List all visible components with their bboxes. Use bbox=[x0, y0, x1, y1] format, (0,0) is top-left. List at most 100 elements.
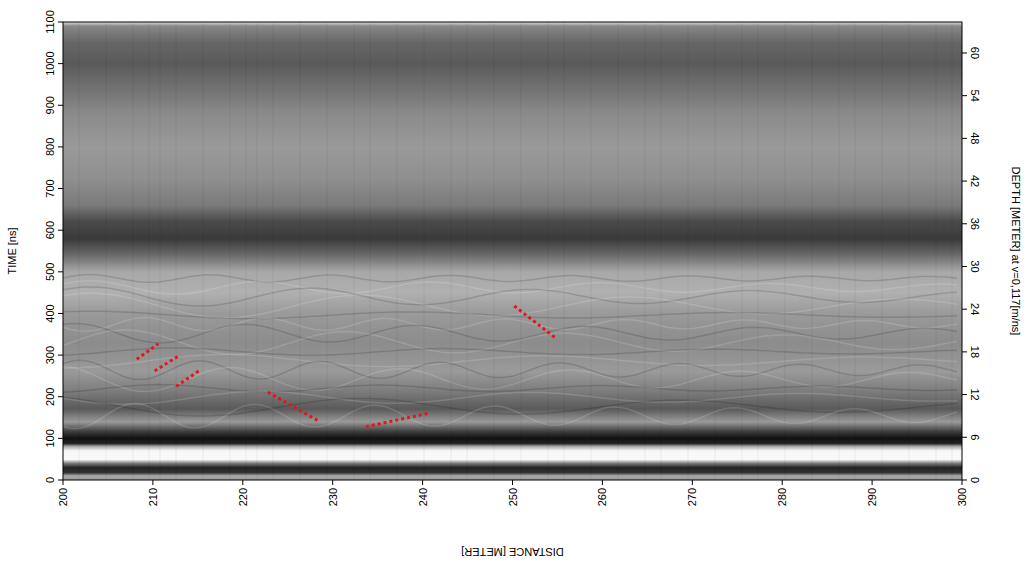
y-tick bbox=[58, 188, 63, 189]
y2-tick bbox=[962, 95, 967, 96]
y-tick-label: 600 bbox=[44, 221, 56, 239]
texture-line bbox=[272, 22, 273, 480]
texture-line bbox=[229, 22, 230, 480]
texture-line bbox=[63, 403, 957, 428]
y2-tick-label: 6 bbox=[969, 434, 981, 440]
reflector-line bbox=[155, 355, 180, 371]
texture-line bbox=[466, 22, 467, 480]
y2-tick bbox=[962, 351, 967, 352]
radargram-image bbox=[63, 22, 962, 480]
x-tick bbox=[152, 480, 153, 485]
y2-tick-label: 54 bbox=[969, 90, 981, 102]
x-tick-label: 240 bbox=[417, 488, 429, 506]
texture-line bbox=[63, 324, 957, 343]
y2-tick-label: 12 bbox=[969, 388, 981, 400]
y-tick bbox=[58, 105, 63, 106]
y2-tick-label: 24 bbox=[969, 303, 981, 315]
texture bbox=[63, 22, 957, 480]
texture-line bbox=[881, 22, 882, 480]
texture-line bbox=[63, 287, 957, 306]
y-tick bbox=[58, 63, 63, 64]
texture-line bbox=[714, 22, 715, 480]
y-tick bbox=[58, 313, 63, 314]
y-tick-label: 1100 bbox=[44, 10, 56, 34]
y-tick bbox=[58, 22, 63, 23]
texture-line bbox=[256, 22, 257, 480]
reflector-line bbox=[366, 413, 428, 426]
texture-line bbox=[63, 281, 957, 294]
y2-tick bbox=[962, 223, 967, 224]
texture-line bbox=[369, 22, 370, 480]
texture-line bbox=[520, 22, 521, 480]
y2-tick-label: 0 bbox=[969, 477, 981, 483]
x-tick bbox=[242, 480, 243, 485]
x-tick bbox=[332, 480, 333, 485]
x-tick bbox=[872, 480, 873, 485]
texture-line bbox=[159, 22, 160, 480]
texture-line bbox=[741, 22, 742, 480]
texture-line bbox=[63, 391, 957, 404]
texture-line bbox=[838, 22, 839, 480]
texture-line bbox=[935, 22, 936, 480]
texture-line bbox=[450, 22, 451, 480]
x-tick bbox=[63, 480, 64, 485]
x-tick-label: 290 bbox=[866, 488, 878, 506]
y2-tick bbox=[962, 394, 967, 395]
reflector-line bbox=[137, 344, 159, 359]
y-tick bbox=[58, 230, 63, 231]
texture-line bbox=[326, 22, 327, 480]
texture-line bbox=[202, 22, 203, 480]
y2-tick bbox=[962, 52, 967, 53]
x-tick bbox=[422, 480, 423, 485]
texture-line bbox=[854, 22, 855, 480]
texture-line bbox=[245, 22, 246, 480]
x-tick bbox=[962, 480, 963, 485]
y-tick bbox=[58, 146, 63, 147]
chart: 010020030040050060070080090010001100TIME… bbox=[0, 0, 1029, 567]
texture-line bbox=[563, 22, 564, 480]
y-tick bbox=[58, 438, 63, 439]
texture-line bbox=[493, 22, 494, 480]
texture-line bbox=[63, 318, 957, 332]
y-tick-label: 500 bbox=[44, 263, 56, 281]
y2-tick bbox=[962, 309, 967, 310]
x-tick-label: 260 bbox=[596, 488, 608, 506]
texture-line bbox=[547, 22, 548, 480]
texture-line bbox=[63, 348, 957, 355]
x-tick-label: 210 bbox=[147, 488, 159, 506]
y2-tick bbox=[962, 138, 967, 139]
series-group bbox=[137, 306, 556, 427]
y-tick-label: 800 bbox=[44, 138, 56, 156]
reflector-line bbox=[514, 306, 555, 338]
x-tick bbox=[692, 480, 693, 485]
texture-line bbox=[644, 22, 645, 480]
y2-tick bbox=[962, 437, 967, 438]
y2-tick bbox=[962, 480, 967, 481]
x-tick bbox=[602, 480, 603, 485]
y-tick-label: 0 bbox=[44, 477, 56, 483]
texture-line bbox=[63, 275, 957, 283]
texture-line bbox=[63, 360, 957, 379]
texture-line bbox=[63, 366, 957, 391]
texture-line bbox=[132, 22, 133, 480]
x-tick bbox=[782, 480, 783, 485]
x-tick-label: 270 bbox=[686, 488, 698, 506]
y-tick-label: 100 bbox=[44, 429, 56, 447]
texture-line bbox=[951, 22, 952, 480]
x-tick-label: 220 bbox=[237, 488, 249, 506]
texture-line bbox=[63, 293, 957, 318]
y2-tick bbox=[962, 266, 967, 267]
y-tick bbox=[58, 396, 63, 397]
y2-tick-label: 42 bbox=[969, 175, 981, 187]
texture-line bbox=[78, 22, 79, 480]
texture-line bbox=[175, 22, 176, 480]
texture-line bbox=[148, 22, 149, 480]
texture-line bbox=[423, 22, 424, 480]
texture-line bbox=[63, 385, 957, 393]
y-tick bbox=[58, 480, 63, 481]
texture-line bbox=[757, 22, 758, 480]
x-tick-label: 280 bbox=[776, 488, 788, 506]
texture-line bbox=[908, 22, 909, 480]
texture-line bbox=[105, 22, 106, 480]
y-tick bbox=[58, 355, 63, 356]
